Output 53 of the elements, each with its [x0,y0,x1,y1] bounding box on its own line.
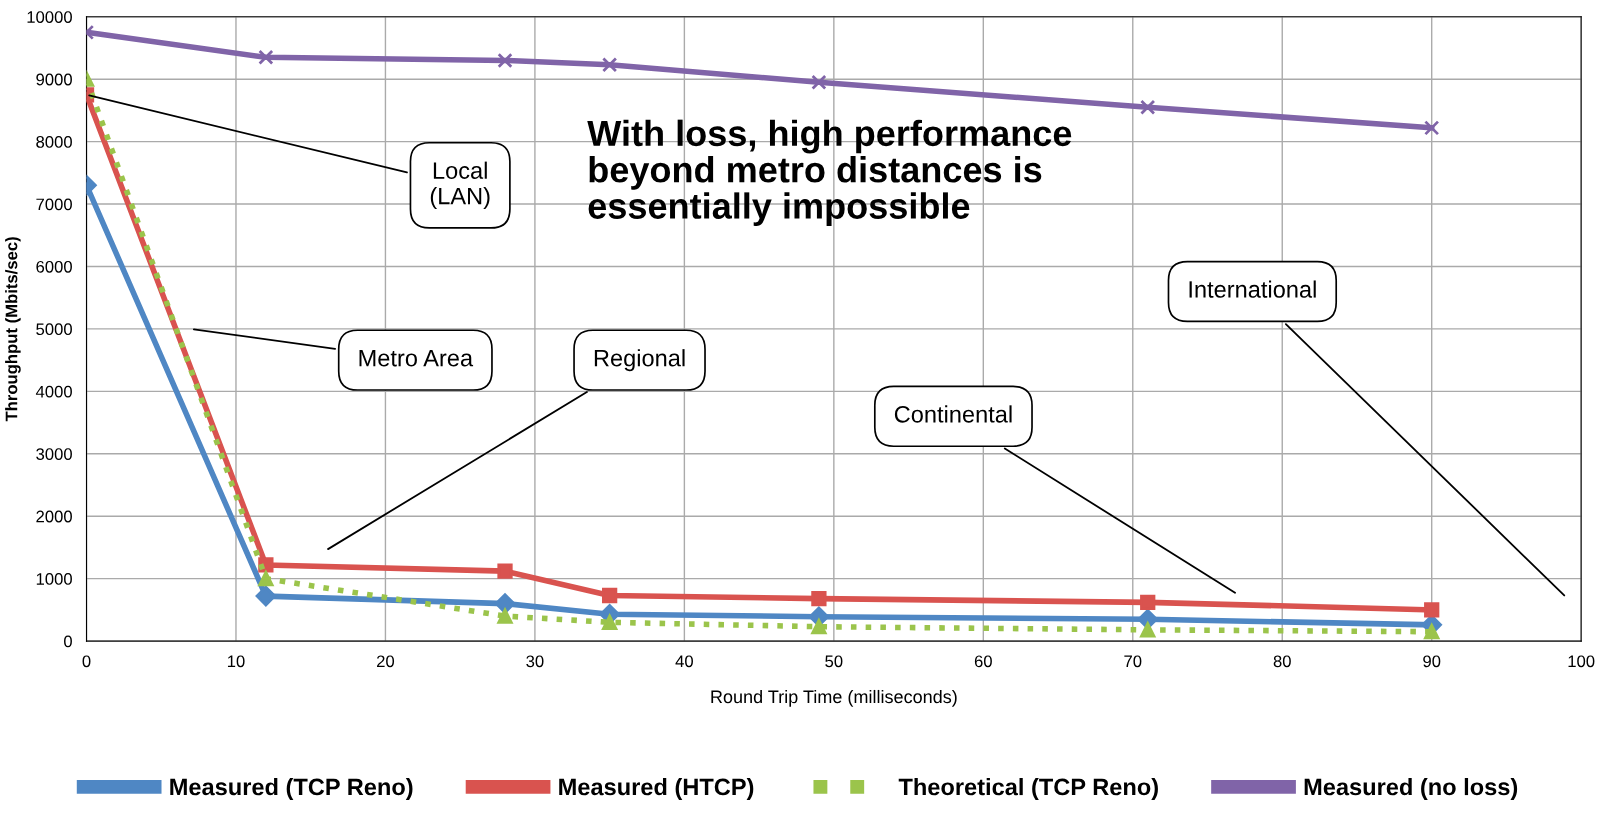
y-axis-title: Throughput (Mbits/sec) [5,237,21,422]
y-tick-label: 7000 [36,198,72,211]
x-tick-label: 50 [825,655,843,668]
x-tick-label: 90 [1423,655,1441,668]
y-tick-label: 9000 [36,73,72,86]
annotation: Continental [894,405,1012,423]
point [1424,624,1440,640]
point [1424,602,1440,618]
y-tick-label: 0 [64,635,72,648]
y-tick-label: 5000 [36,323,72,336]
annotation: With loss, high performance beyond metro distances is essentially impossible [587,119,1072,227]
annotation: Metro Area [359,349,474,367]
y-tick-label: 10000 [27,11,72,23]
point [1140,622,1156,638]
x-tick-label: 10 [227,655,245,668]
point [811,74,827,90]
point [602,614,618,630]
x-tick-label: 100 [1568,655,1595,668]
y-tick-label: 1000 [36,573,72,585]
point [258,49,274,65]
annotation: Regional [594,349,685,372]
x-tick-label: 20 [377,655,395,668]
y-tick-label: 3000 [36,448,72,460]
annotation: Local (LAN) [430,161,490,210]
legend-label: Theoretical (TCP Reno) [898,777,1158,800]
y-tick-label: 8000 [36,136,72,148]
x-tick-label: 80 [1273,655,1291,668]
x-tick-label: 30 [526,655,544,668]
legend-label: Measured (no loss) [1304,777,1518,800]
point [602,57,618,73]
x-tick-label: 60 [974,655,992,668]
point [497,608,513,624]
legend-label: Measured (HTCP) [559,777,754,800]
legend-label: Measured (TCP Reno) [170,777,413,800]
x-tick-label: 0 [82,655,91,668]
point [1140,594,1156,610]
x-axis-title: Round Trip Time (milliseconds) [711,689,957,707]
point [497,563,513,579]
y-tick-label: 6000 [36,260,72,273]
point [602,587,618,604]
point [811,590,827,607]
annotation: International [1189,280,1316,298]
x-tick-label: 70 [1124,655,1142,668]
point [497,52,513,69]
point [1140,99,1156,115]
point [811,619,827,635]
point [494,593,516,614]
x-tick-label: 40 [675,655,693,668]
y-tick-label: 2000 [36,510,72,523]
point [258,571,274,587]
point [255,585,277,607]
y-tick-label: 4000 [35,385,72,398]
point [1424,120,1440,136]
